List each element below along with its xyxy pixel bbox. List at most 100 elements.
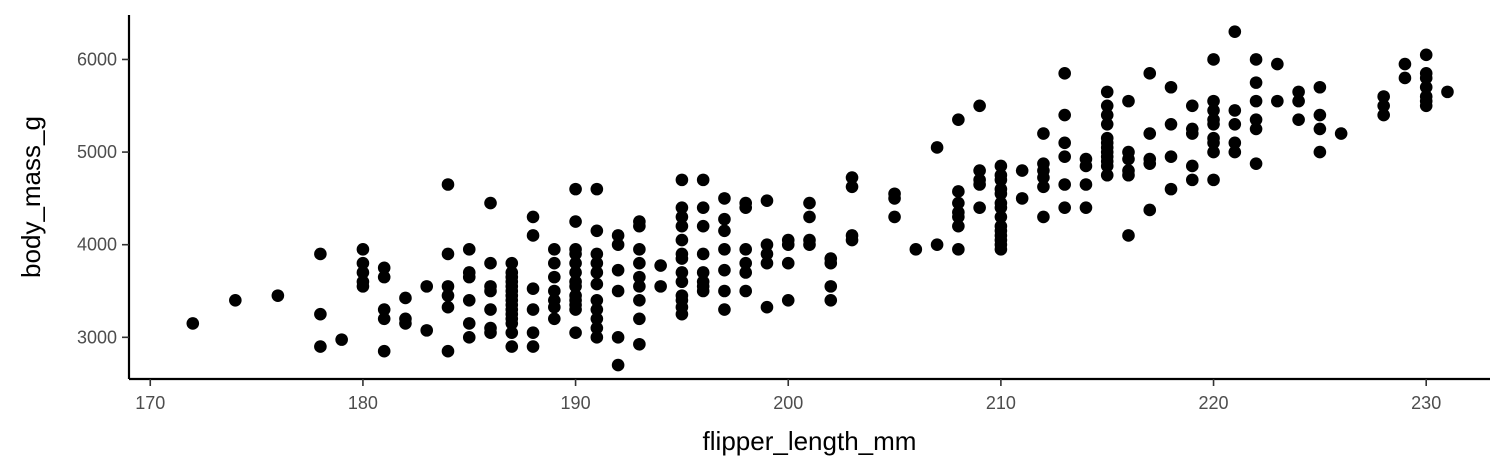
data-point bbox=[505, 326, 519, 339]
data-point bbox=[1271, 94, 1284, 108]
data-point bbox=[675, 275, 689, 289]
data-point bbox=[1419, 80, 1433, 94]
data-point bbox=[633, 337, 646, 351]
data-point bbox=[505, 256, 519, 270]
data-point bbox=[994, 187, 1008, 201]
data-point bbox=[739, 243, 753, 256]
data-point bbox=[718, 303, 731, 316]
data-point bbox=[633, 256, 646, 270]
data-point bbox=[1143, 127, 1157, 140]
data-point bbox=[1143, 157, 1157, 170]
data-point bbox=[271, 289, 285, 302]
data-points bbox=[186, 25, 1454, 372]
data-point bbox=[633, 293, 646, 307]
data-point bbox=[548, 284, 561, 298]
data-point bbox=[569, 326, 582, 339]
data-point bbox=[569, 247, 582, 261]
data-point bbox=[739, 284, 753, 298]
data-point bbox=[1377, 90, 1390, 103]
data-point bbox=[718, 192, 731, 205]
data-point bbox=[994, 201, 1008, 214]
data-point bbox=[462, 317, 476, 330]
data-point bbox=[1313, 80, 1327, 94]
data-point bbox=[888, 192, 901, 205]
data-point bbox=[590, 277, 604, 291]
data-point bbox=[484, 303, 497, 316]
data-point bbox=[462, 243, 476, 256]
data-point bbox=[1313, 145, 1327, 159]
data-point bbox=[611, 238, 625, 251]
data-point bbox=[718, 212, 731, 226]
data-point bbox=[1313, 122, 1327, 136]
data-point bbox=[569, 280, 582, 293]
data-point bbox=[654, 259, 667, 272]
data-point bbox=[526, 326, 540, 339]
data-point bbox=[1037, 127, 1050, 140]
data-point bbox=[1079, 178, 1093, 191]
data-point bbox=[1207, 145, 1220, 159]
data-point bbox=[1185, 127, 1199, 140]
data-point bbox=[973, 99, 986, 113]
data-point bbox=[633, 243, 646, 256]
data-point bbox=[824, 256, 838, 270]
data-point bbox=[441, 178, 455, 191]
data-point bbox=[590, 321, 604, 335]
data-point bbox=[526, 303, 540, 316]
data-point bbox=[1100, 159, 1114, 173]
data-point bbox=[314, 247, 327, 261]
data-point bbox=[1143, 203, 1157, 217]
data-point bbox=[505, 317, 519, 330]
data-point bbox=[760, 194, 774, 208]
data-point bbox=[1185, 99, 1199, 113]
data-point bbox=[548, 300, 561, 314]
data-point bbox=[484, 284, 497, 298]
data-point bbox=[1292, 85, 1305, 99]
data-point bbox=[1164, 80, 1178, 94]
data-point bbox=[420, 324, 434, 337]
data-point bbox=[1419, 71, 1433, 85]
data-point bbox=[930, 141, 944, 154]
data-point bbox=[718, 284, 731, 298]
data-point bbox=[1122, 168, 1135, 182]
data-point bbox=[845, 171, 859, 184]
data-point bbox=[590, 312, 604, 326]
data-point bbox=[505, 340, 519, 353]
data-point bbox=[973, 164, 986, 177]
data-point bbox=[1228, 136, 1242, 150]
data-point bbox=[633, 312, 646, 326]
data-point bbox=[973, 201, 986, 214]
data-point bbox=[1249, 76, 1263, 89]
data-point bbox=[420, 280, 434, 293]
data-point bbox=[590, 331, 604, 344]
data-point bbox=[1058, 201, 1071, 214]
data-point bbox=[952, 196, 965, 210]
data-point bbox=[1292, 94, 1305, 108]
x-tick-label: 200 bbox=[773, 393, 803, 413]
data-point bbox=[654, 280, 667, 293]
data-point bbox=[356, 280, 370, 293]
data-point bbox=[1207, 53, 1220, 66]
data-point bbox=[484, 256, 497, 270]
x-tick-label: 170 bbox=[135, 393, 165, 413]
data-point bbox=[1377, 108, 1390, 122]
data-point bbox=[356, 243, 370, 256]
data-point bbox=[1122, 94, 1135, 108]
data-point bbox=[696, 247, 710, 261]
data-point bbox=[739, 266, 753, 279]
data-point bbox=[781, 238, 795, 251]
data-point bbox=[399, 317, 412, 330]
data-point bbox=[803, 238, 816, 251]
data-point bbox=[1398, 57, 1412, 71]
data-point bbox=[1207, 104, 1220, 117]
data-point bbox=[590, 266, 604, 279]
data-point bbox=[696, 266, 710, 279]
data-point bbox=[952, 210, 965, 224]
data-point bbox=[994, 173, 1008, 187]
data-point bbox=[314, 340, 327, 353]
data-point bbox=[590, 303, 604, 316]
data-point bbox=[569, 303, 582, 316]
data-point bbox=[675, 210, 689, 224]
data-point bbox=[803, 196, 816, 210]
data-point bbox=[484, 326, 497, 339]
